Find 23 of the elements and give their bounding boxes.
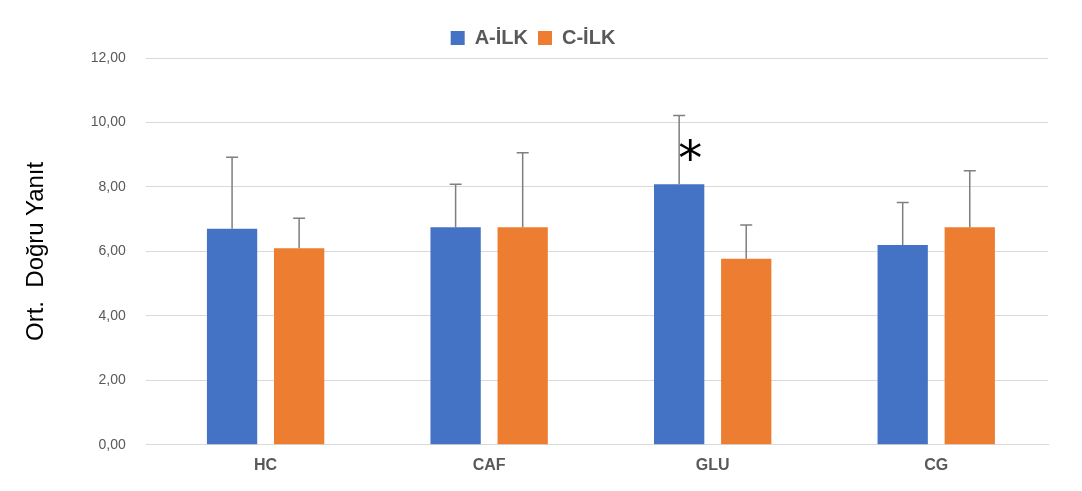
y-tick-label: 4,00 [98,306,127,323]
y-axis-title: Ort. Doğru Yanıt [21,161,49,341]
y-tick-label: 10,00 [90,113,127,130]
x-tick-label: HC [254,455,278,473]
y-tick-label: 2,00 [98,371,127,388]
x-tick-label: GLU [695,455,730,473]
x-tick-label: CAF [472,455,506,473]
legend-label: C-İLK [562,25,616,48]
bar [721,258,772,445]
bar [497,227,548,445]
bar [877,244,928,445]
annotation: * [678,129,703,186]
bar [654,184,705,445]
y-tick-label: 6,00 [98,242,127,259]
y-tick-label: 8,00 [98,177,127,194]
y-tick-label: 12,00 [90,48,127,65]
bar [430,227,481,445]
bar [944,227,995,445]
y-tick-label: 0,00 [98,435,127,452]
x-tick-label: CG [924,455,949,473]
legend-label: A-İLK [474,25,529,48]
bar [273,248,325,445]
bar [206,228,258,445]
